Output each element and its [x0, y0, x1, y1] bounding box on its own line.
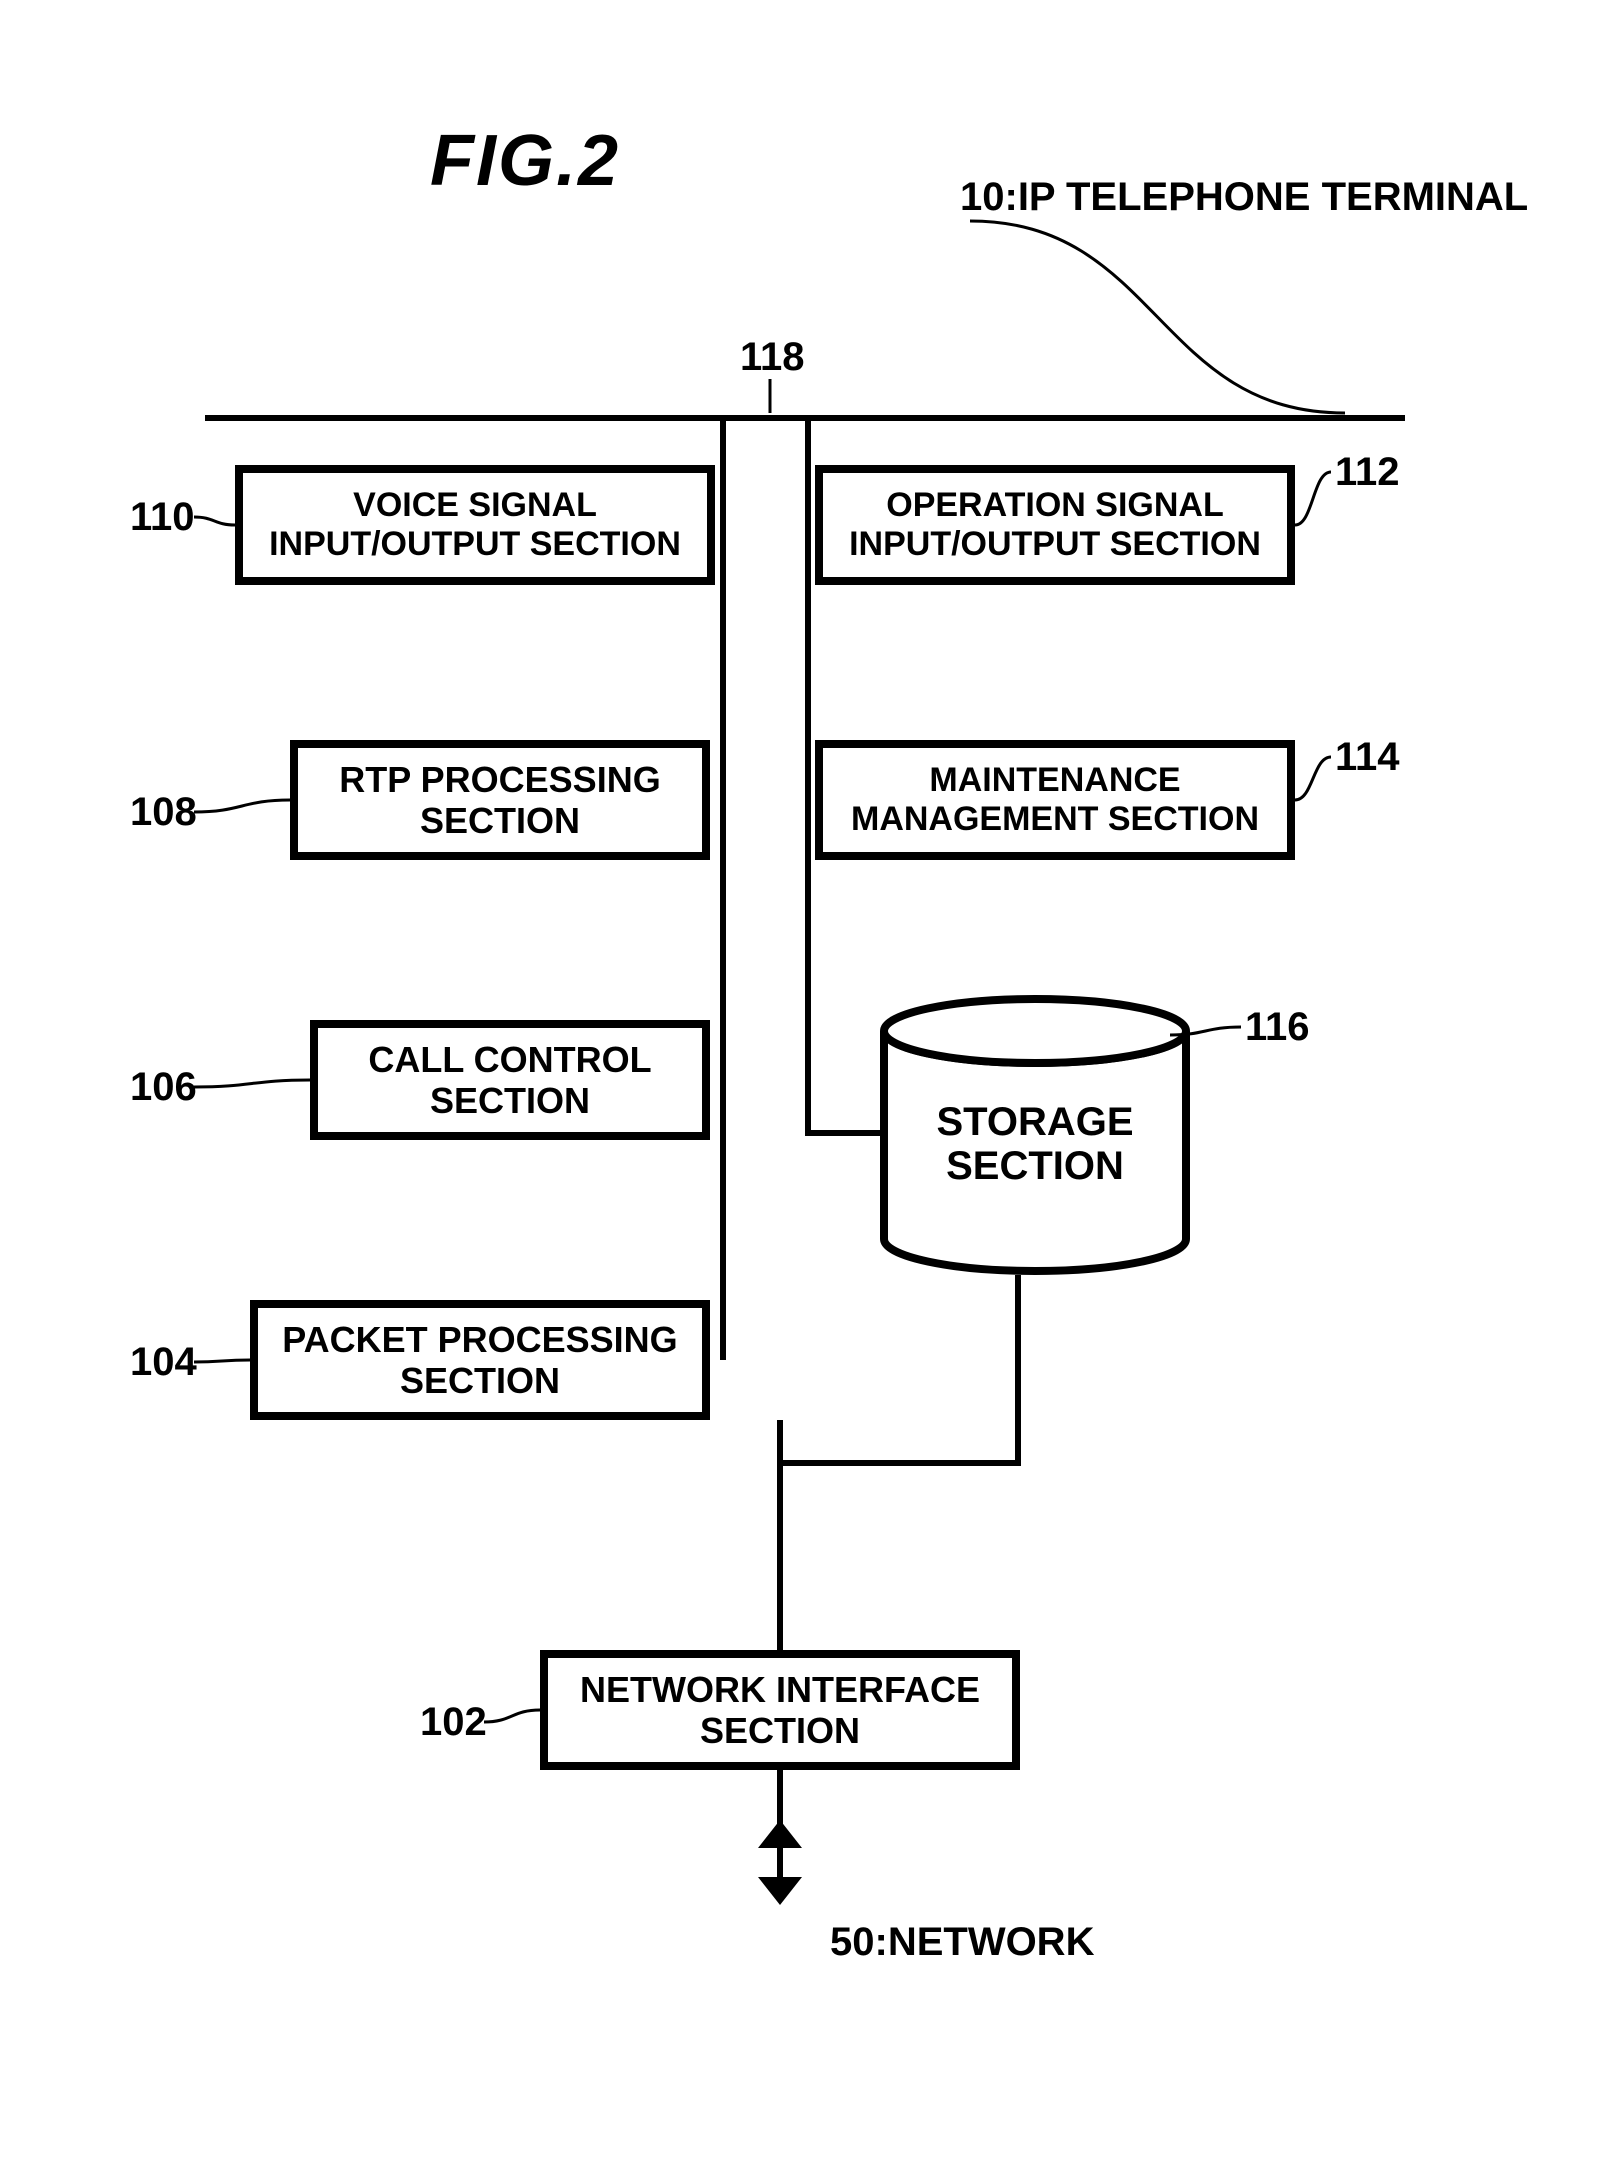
- page: FIG.2 10:IP TELEPHONE TERMINAL 118 VOICE…: [0, 0, 1614, 2172]
- arrow-down-icon: [758, 1877, 802, 1905]
- arrow-up-icon: [758, 1820, 802, 1848]
- leader-nif: [0, 0, 1614, 2172]
- network-label: 50:NETWORK: [830, 1920, 1094, 1965]
